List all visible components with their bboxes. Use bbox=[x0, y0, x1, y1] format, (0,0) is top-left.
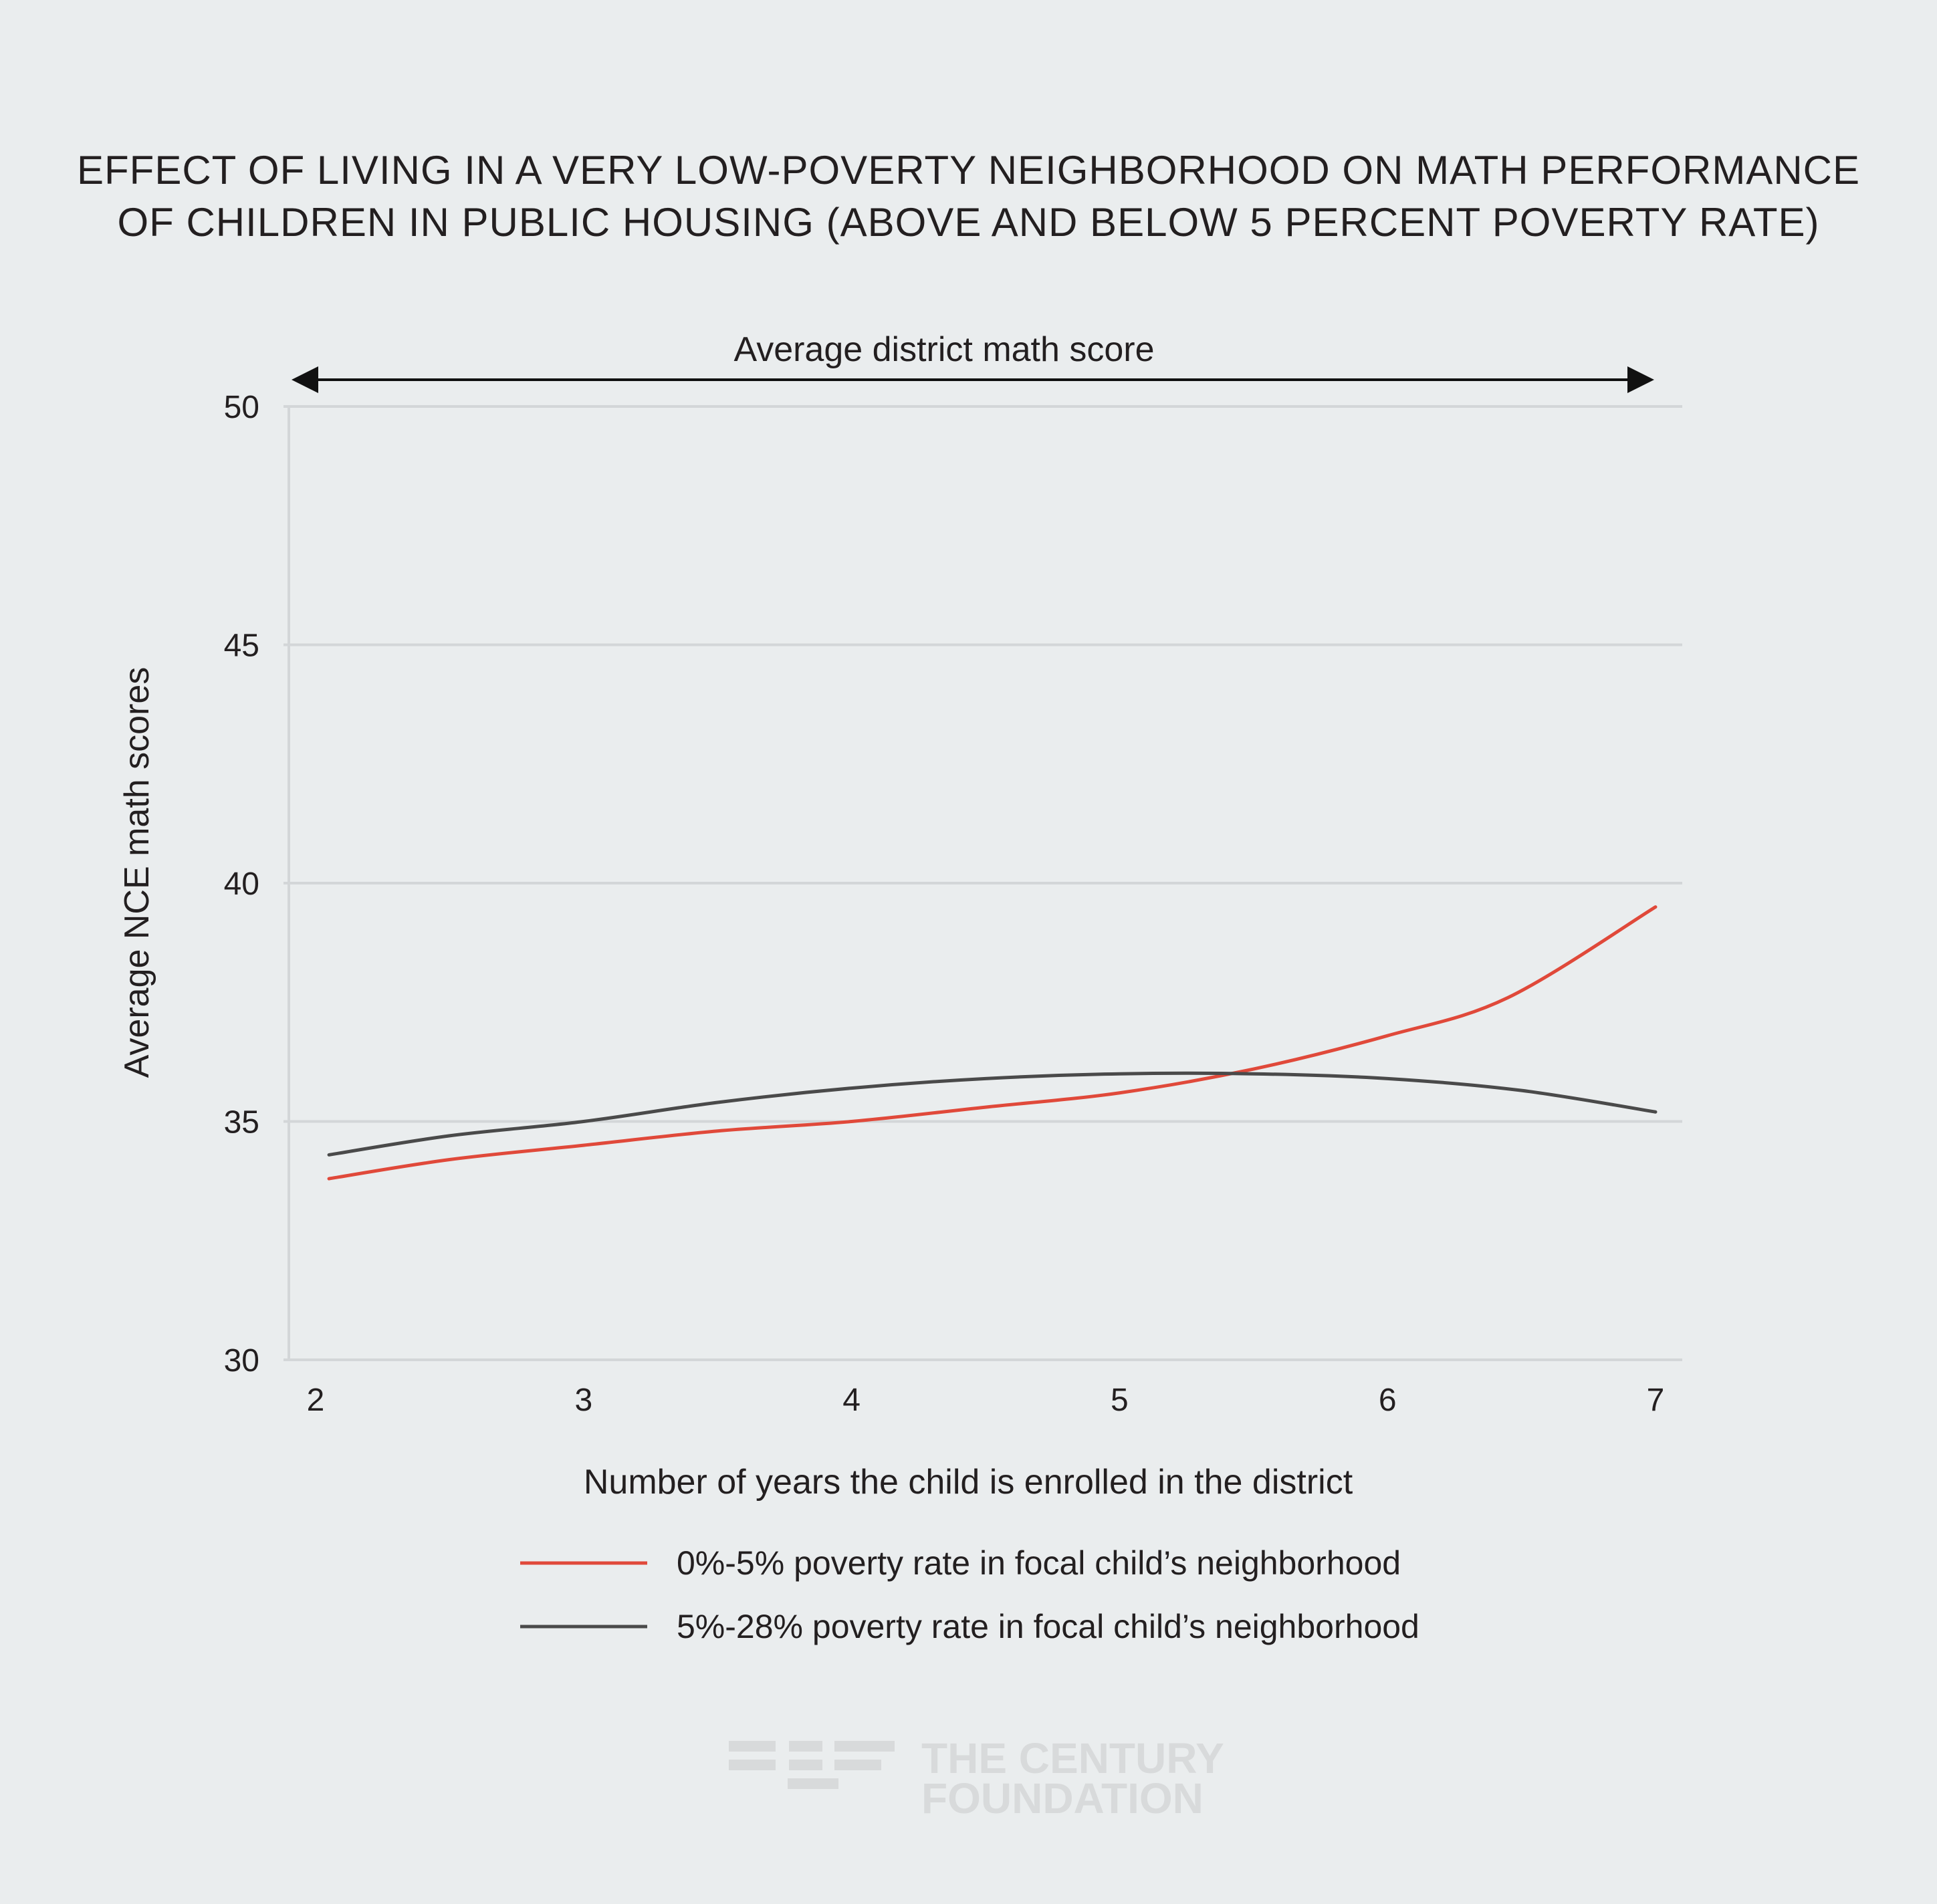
y-tick-label-50: 50 bbox=[224, 390, 259, 425]
y-axis-title: Average NCE math scores bbox=[118, 667, 156, 1078]
logo-bar-5 bbox=[789, 1760, 822, 1770]
y-tick-label-35: 35 bbox=[224, 1105, 259, 1141]
logo-bar-6 bbox=[834, 1760, 881, 1770]
logo-bar-1 bbox=[729, 1741, 776, 1752]
series-lines bbox=[327, 905, 1658, 1181]
logo-bar-4 bbox=[729, 1760, 776, 1770]
district-average-annotation: Average district math score bbox=[292, 330, 1654, 393]
x-tick-label-3: 3 bbox=[574, 1383, 592, 1418]
district-average-label: Average district math score bbox=[733, 330, 1154, 369]
x-tick-label-4: 4 bbox=[842, 1383, 861, 1418]
y-tick-label-40: 40 bbox=[224, 866, 259, 902]
series-line-2 bbox=[327, 1071, 1658, 1157]
chart-title-line-2: OF CHILDREN IN PUBLIC HOUSING (ABOVE AND… bbox=[117, 200, 1820, 245]
y-tick-label-30: 30 bbox=[224, 1343, 259, 1379]
x-tick-label-6: 6 bbox=[1379, 1383, 1397, 1418]
logo-bar-2 bbox=[789, 1741, 822, 1752]
y-tick-label-45: 45 bbox=[224, 628, 259, 664]
logo-text-line-2: FOUNDATION bbox=[921, 1774, 1204, 1822]
x-axis-title: Number of years the child is enrolled in… bbox=[584, 1463, 1353, 1502]
legend-label-2: 5%-28% poverty rate in focal child’s nei… bbox=[677, 1608, 1419, 1645]
legend-label-1: 0%-5% poverty rate in focal child’s neig… bbox=[677, 1544, 1401, 1582]
logo-bar-3 bbox=[834, 1741, 895, 1752]
logo-bar-7 bbox=[788, 1778, 838, 1789]
chart-title-line-1: EFFECT OF LIVING IN A VERY LOW-POVERTY N… bbox=[77, 148, 1860, 193]
x-tick-label-7: 7 bbox=[1647, 1383, 1665, 1418]
legend: 0%-5% poverty rate in focal child’s neig… bbox=[520, 1544, 1419, 1645]
series-line-1 bbox=[327, 905, 1658, 1181]
gridlines bbox=[283, 405, 1682, 1361]
logo-text-line-1: THE CENTURY bbox=[921, 1734, 1224, 1782]
x-tick-label-5: 5 bbox=[1111, 1383, 1129, 1418]
x-tick-label-2: 2 bbox=[307, 1383, 325, 1418]
